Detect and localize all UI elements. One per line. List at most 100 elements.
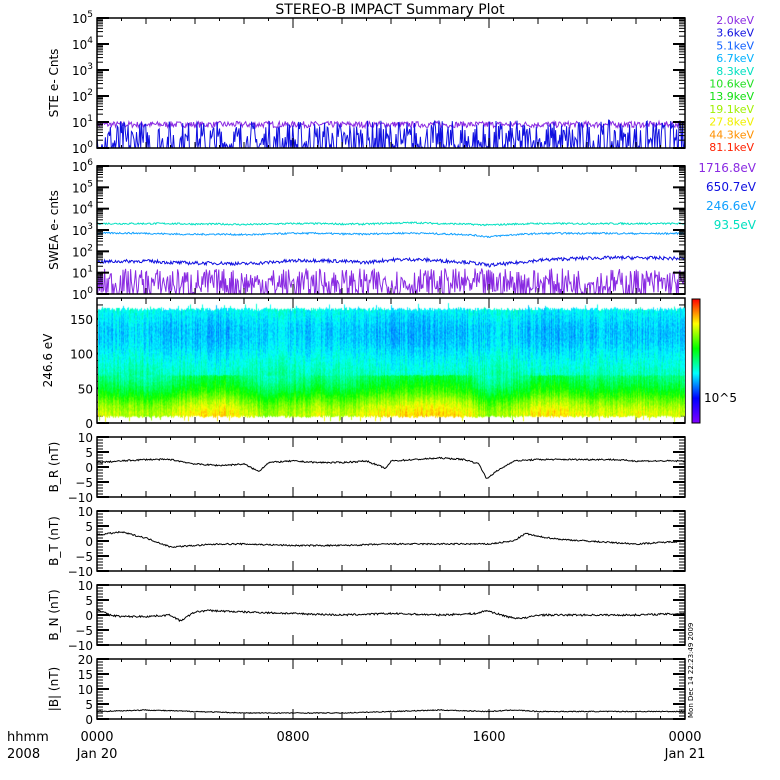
y-tick-label: −5 — [75, 624, 93, 638]
y-tick-label: −10 — [68, 491, 93, 505]
y-tick-label: 10 — [78, 683, 93, 697]
panel-frame — [96, 165, 686, 295]
panel-frame — [96, 658, 686, 720]
panel-frame — [96, 17, 686, 149]
panel-frame — [96, 510, 686, 572]
ste-legend: 2.0keV3.6keV5.1keV6.7keV8.3keV10.6keV13.… — [709, 14, 754, 154]
y-tick-label: 5 — [85, 520, 93, 534]
y-tick-label: 105 — [72, 10, 93, 26]
legend-item-ste: 8.3keV — [716, 65, 754, 78]
legend-item-swea: 93.5eV — [714, 218, 757, 232]
colorbar-gradient — [691, 298, 701, 424]
legend-item-swea: 650.7eV — [706, 180, 757, 194]
y-tick-label: 0 — [85, 535, 93, 549]
y-tick-label: 50 — [78, 382, 93, 396]
y-tick-label: 102 — [72, 88, 93, 104]
timestamp: Mon Dec 14 22:23:49 2009 — [687, 623, 695, 718]
y-tick-label: −5 — [75, 550, 93, 564]
y-tick-label: 106 — [72, 158, 93, 174]
y-tick-label: 0 — [85, 713, 93, 727]
legend-item-ste: 10.6keV — [709, 78, 754, 91]
y-axis-label: SWEA e- cnts — [47, 190, 61, 270]
plot-title: STEREO-B IMPACT Summary Plot — [275, 2, 505, 18]
y-tick-label: 100 — [70, 348, 93, 362]
panel-frame — [96, 584, 686, 646]
series-246.6eV — [97, 231, 685, 239]
y-axis-label: |B| (nT) — [47, 667, 61, 711]
colorbar-label: 10^5 — [704, 391, 737, 405]
y-tick-label: 100 — [72, 286, 93, 302]
y-tick-label: 102 — [72, 243, 93, 259]
y-axis-label: B_T (nT) — [47, 516, 61, 566]
legend-item-ste: 13.9keV — [709, 90, 754, 103]
y-axis-label: 246.6 eV — [41, 333, 55, 388]
series-650.7eV — [97, 254, 685, 268]
legend-item-swea: 246.6eV — [706, 199, 757, 213]
y-axis-label: B_R (nT) — [47, 442, 61, 493]
y-tick-label: 15 — [78, 668, 93, 682]
y-tick-label: 105 — [72, 179, 93, 195]
series-BT — [97, 530, 685, 548]
y-tick-label: −10 — [68, 565, 93, 579]
y-tick-label: 10 — [78, 431, 93, 445]
y-tick-label: 0 — [85, 417, 93, 431]
legend-item-swea: 1716.8eV — [698, 161, 756, 175]
legend-item-ste: 81.1keV — [709, 141, 754, 154]
y-tick-label: 103 — [72, 62, 93, 78]
y-tick-label: 10 — [78, 579, 93, 593]
y-tick-label: −5 — [75, 476, 93, 490]
series-BR — [97, 456, 685, 479]
y-tick-label: −10 — [68, 639, 93, 653]
y-tick-label: 103 — [72, 222, 93, 238]
x-tick-labels: 0000 Jan 20 0800 1600 0000 Jan 21 — [76, 730, 706, 762]
y-tick-label: 5 — [85, 594, 93, 608]
y-tick-label: 10 — [78, 505, 93, 519]
x-axis-label-hhmm: hhmm — [7, 730, 49, 745]
x-tick-date: Jan 20 — [76, 747, 118, 762]
swea-legend: 1716.8eV 650.7eV 246.6eV 93.5eV — [698, 161, 756, 232]
series-BN — [97, 608, 685, 623]
legend-item-ste: 44.3keV — [709, 128, 754, 141]
legend-item-ste: 5.1keV — [716, 39, 754, 52]
y-axis-label: B_N (nT) — [47, 589, 61, 640]
y-tick-label: 20 — [78, 653, 93, 667]
legend-item-ste: 19.1keV — [709, 103, 754, 116]
y-tick-label: 101 — [72, 114, 93, 130]
legend-item-ste: 27.8keV — [709, 116, 754, 129]
legend-item-ste: 3.6keV — [716, 27, 754, 40]
series-3.6keV — [97, 119, 685, 148]
y-tick-label: 104 — [72, 201, 93, 217]
panel-swea: 100 101 102 103 104 105 106 SWEA e- cnts — [47, 158, 686, 302]
y-tick-label: 5 — [85, 446, 93, 460]
series-2.0keV — [97, 119, 685, 130]
x-tick-time: 1600 — [472, 730, 505, 745]
y-tick-label: 0 — [85, 609, 93, 623]
x-tick-time: 0000 — [80, 730, 113, 745]
panel-ste: 100 101 102 103 104 105 STE e- Cnts — [47, 10, 686, 156]
panel-frame — [96, 436, 686, 498]
colorbar: 10^5 — [691, 298, 737, 424]
y-tick-label: 5 — [85, 698, 93, 712]
y-axis-label: STE e- Cnts — [47, 49, 61, 118]
x-tick-date: Jan 21 — [664, 747, 706, 762]
y-tick-label: 104 — [72, 36, 93, 52]
x-tick-time: 0000 — [668, 730, 701, 745]
x-tick-time: 0800 — [276, 730, 309, 745]
y-tick-label: 150 — [70, 313, 93, 327]
series-B — [97, 708, 685, 715]
y-tick-label: 100 — [72, 140, 93, 156]
series-93.5eV — [97, 221, 685, 227]
legend-item-ste: 2.0keV — [716, 14, 754, 27]
y-tick-label: 0 — [85, 461, 93, 475]
pitch-angle-spectrogram — [98, 299, 685, 423]
y-tick-label: 101 — [72, 265, 93, 281]
x-axis-label-year: 2008 — [7, 747, 40, 762]
legend-item-ste: 6.7keV — [716, 52, 754, 65]
